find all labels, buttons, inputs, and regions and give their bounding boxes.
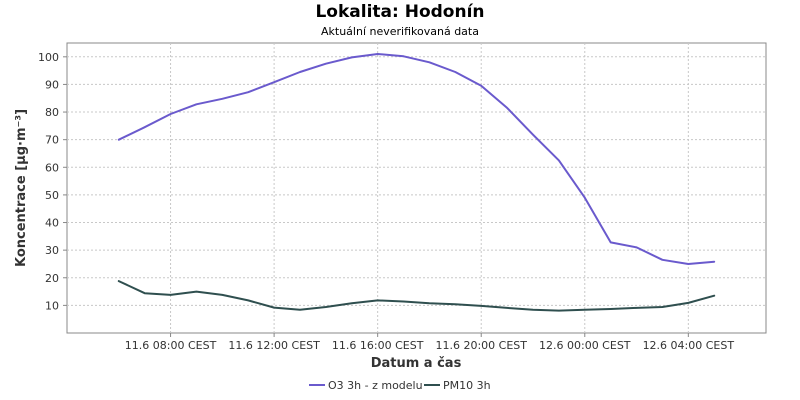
y-tick-label-80: 80	[45, 106, 59, 119]
y-tick-label-40: 40	[45, 217, 59, 230]
chart-subtitle: Aktuální neverifikovaná data	[321, 25, 479, 38]
x-tick-label-2: 11.6 16:00 CEST	[332, 339, 424, 352]
y-axis-ticks: 10 20 30 40 50 60 70 80 90 100	[38, 51, 67, 312]
legend-label-0: O3 3h - z modelu	[328, 379, 423, 392]
grid	[67, 43, 766, 333]
series-line-1	[117, 280, 716, 312]
x-tick-label-0: 11.6 08:00 CEST	[125, 339, 217, 352]
series-lines	[117, 53, 716, 312]
x-axis-label: Datum a čas	[371, 356, 462, 371]
y-tick-label-70: 70	[45, 134, 59, 147]
x-tick-label-3: 11.6 20:00 CEST	[435, 339, 527, 352]
x-tick-label-1: 11.6 12:00 CEST	[228, 339, 320, 352]
y-axis-label: Koncentrace [µg·m⁻³]	[14, 109, 29, 267]
y-tick-label-60: 60	[45, 161, 59, 174]
y-tick-label-20: 20	[45, 272, 59, 285]
y-tick-label-30: 30	[45, 244, 59, 257]
plot-area	[66, 42, 767, 334]
y-tick-label-90: 90	[45, 78, 59, 91]
x-axis-ticks: 11.6 08:00 CEST 11.6 12:00 CEST 11.6 16:00…	[125, 333, 735, 352]
legend-label-1: PM10 3h	[443, 379, 491, 392]
y-tick-label-100: 100	[38, 51, 59, 64]
x-tick-label-4: 12.6 00:00 CEST	[539, 339, 631, 352]
chart-title: Lokalita: Hodonín	[315, 2, 484, 22]
y-tick-label-50: 50	[45, 189, 59, 202]
legend: O3 3h - z modelu PM10 3h	[309, 379, 491, 392]
series-line-0	[117, 53, 716, 265]
x-tick-label-5: 12.6 04:00 CEST	[643, 339, 735, 352]
y-tick-label-10: 10	[45, 299, 59, 312]
